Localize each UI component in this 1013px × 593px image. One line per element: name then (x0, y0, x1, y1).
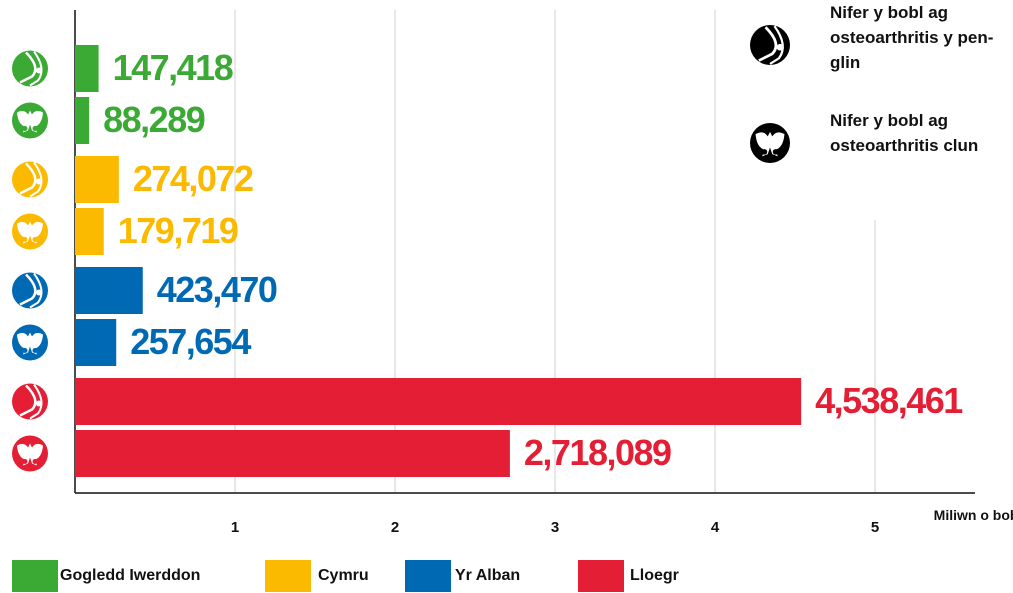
knee-icon (750, 25, 790, 65)
legend-label: Gogledd Iwerddon (60, 567, 201, 584)
hip-icon (12, 102, 48, 139)
knee-icon (12, 272, 48, 309)
icon-shape (772, 149, 779, 155)
value-label: 179,719 (118, 210, 238, 251)
icon-shape (758, 26, 778, 62)
legend-label: Cymru (318, 567, 369, 584)
legend-swatch (265, 560, 311, 592)
legend-swatch (12, 560, 58, 592)
icon-shape (776, 43, 784, 51)
icon-shape (32, 459, 38, 464)
icon-shape (32, 126, 38, 131)
series-legend-text: Nifer y bobl ag osteoarthritis y pen-gli… (830, 3, 994, 72)
icon-shape (32, 348, 38, 353)
legend-swatch (578, 560, 624, 592)
icon-shape (19, 273, 37, 306)
hip-icon (12, 324, 48, 361)
icon-shape (22, 237, 28, 242)
x-axis-title: Miliwn o bobl (933, 507, 1013, 523)
series-legend-text: Nifer y bobl ag osteoarthritis clun (830, 111, 979, 155)
bar (75, 97, 90, 144)
icon-shape (22, 348, 28, 353)
knee-icon (12, 383, 48, 420)
x-tick-label: 5 (871, 519, 879, 536)
legend-label: Lloegr (630, 567, 679, 584)
bar (75, 378, 802, 425)
knee-icon (12, 161, 48, 198)
icon-shape (36, 178, 42, 185)
icon-shape (32, 237, 38, 242)
bar (75, 319, 117, 366)
icon-shape (36, 400, 42, 407)
bar (75, 156, 119, 203)
value-label: 2,718,089 (524, 432, 671, 473)
knee-icon (12, 50, 48, 87)
value-label: 88,289 (103, 99, 205, 140)
hip-icon (750, 123, 790, 163)
value-label: 257,654 (130, 321, 251, 362)
icon-shape (36, 67, 42, 74)
value-label: 4,538,461 (815, 380, 963, 421)
x-tick-label: 2 (391, 519, 399, 536)
icon-shape (19, 51, 37, 84)
bar (75, 430, 510, 477)
value-label: 274,072 (133, 158, 253, 199)
bar (75, 45, 99, 92)
icon-shape (17, 443, 43, 466)
x-tick-label: 1 (231, 519, 239, 536)
icon-shape (755, 131, 785, 157)
icon-shape (19, 384, 37, 417)
bar (75, 208, 104, 255)
icon-shape (17, 110, 43, 133)
icon-shape (761, 149, 768, 155)
icon-shape (22, 459, 28, 464)
hip-icon (12, 435, 48, 472)
icon-shape (17, 332, 43, 355)
value-label: 147,418 (113, 47, 233, 88)
x-tick-label: 3 (551, 519, 559, 536)
bar (75, 267, 143, 314)
x-tick-label: 4 (711, 519, 720, 536)
legend-swatch (405, 560, 451, 592)
hip-icon (12, 213, 48, 250)
icon-shape (17, 221, 43, 244)
icon-shape (22, 126, 28, 131)
legend-label: Yr Alban (455, 567, 521, 584)
icon-shape (36, 289, 42, 296)
icon-shape (19, 162, 37, 195)
value-label: 423,470 (157, 269, 277, 310)
